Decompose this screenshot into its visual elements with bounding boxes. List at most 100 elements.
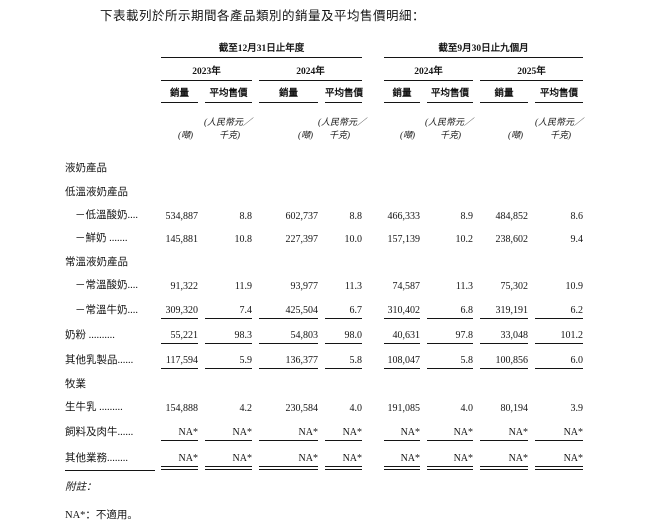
na-note: NA*：不適用。 (65, 510, 138, 521)
cell-value: 466,333 (387, 211, 421, 222)
year-2024: 2024年 (252, 58, 363, 81)
cell-value (318, 247, 362, 271)
column-gap (362, 40, 377, 58)
cell-value: 80,194 (500, 403, 529, 414)
cell-value: 534,887 (165, 211, 199, 222)
cell-value (377, 153, 420, 177)
column-gap (362, 247, 377, 271)
cell-value: NA* (420, 416, 474, 441)
cell-value: 310,402 (377, 294, 421, 319)
price-header: 平均售價 (420, 81, 474, 103)
volume-header: 銷量 (377, 81, 421, 103)
table-row: －低溫酸奶.... 534,887 8.8 602,737 8.8 466,333 8.9 4… (65, 201, 583, 224)
column-gap (362, 344, 377, 369)
cell-value: 10.8 (234, 234, 253, 245)
table-row: 其他業務........ NA* NA* NA* NA* NA* NA* NA* NA* (65, 441, 584, 470)
cell-value (473, 177, 528, 201)
cell-value (318, 153, 362, 177)
measure-header-row: 銷量 平均售價 銷量 平均售價 銷量 平均售價 銷量 平均售價 (65, 81, 584, 103)
cell-value: 8.6 (570, 211, 584, 222)
cell-value: 309,320 (154, 294, 198, 319)
cell-value: 10.9 (565, 281, 584, 292)
column-gap (362, 441, 377, 467)
volume-header: 銷量 (473, 81, 529, 103)
volume-header: 銷量 (252, 81, 318, 103)
cell-value: NA* (198, 416, 252, 441)
price-unit-line2: 千克) (550, 130, 572, 140)
cell-value: 101.2 (528, 319, 584, 344)
cell-value: 4.0 (460, 403, 474, 414)
cell-value (198, 369, 252, 393)
cell-value (377, 177, 420, 201)
empty-cell (65, 58, 154, 81)
price-header-label: 平均售價 (535, 85, 584, 103)
cell-value: NA* (420, 441, 474, 470)
cell-value (473, 247, 528, 271)
price-unit-line1: (人民幣元／ (535, 117, 584, 127)
table-row: 牧業 (65, 369, 583, 393)
cell-value (420, 153, 473, 177)
cell-value (252, 177, 318, 201)
table-row: 液奶產品 (65, 153, 583, 177)
table-row: 其他乳製品...... 117,594 5.9 136,377 5.8 108,047 5.… (65, 344, 584, 369)
cell-value (528, 177, 583, 201)
cell-value: NA* (318, 441, 363, 470)
cell-value: NA* (154, 416, 198, 441)
volume-header-label: 銷量 (384, 85, 421, 103)
cell-value (528, 153, 583, 177)
price-header: 平均售價 (528, 81, 584, 103)
cell-value (377, 369, 420, 393)
price-unit-line1: (人民幣元／ (318, 117, 366, 127)
column-gap (362, 369, 377, 393)
cell-value: 602,737 (285, 211, 319, 222)
cell-value: 136,377 (252, 344, 318, 369)
cell-value (420, 177, 473, 201)
row-label: 飼料及肉牛...... (65, 427, 134, 438)
year-2024-9m-label: 2024年 (384, 63, 474, 81)
unit-row: (噸) (人民幣元／ 千克) (噸) (人民幣元／ 千克) (噸) (人民幣元／ 千克… (65, 103, 583, 145)
cell-value (420, 247, 473, 271)
cell-value (252, 369, 318, 393)
cell-value: 425,504 (252, 294, 318, 319)
row-label: 奶粉 .......... (65, 330, 115, 341)
cell-value (154, 369, 198, 393)
cell-value (473, 369, 528, 393)
cell-value: 5.8 (318, 344, 363, 369)
cell-value (318, 177, 362, 201)
row-label: 其他業務........ (65, 453, 128, 464)
volume-unit: (噸) (178, 130, 193, 140)
column-gap (362, 177, 377, 201)
cell-value: 11.9 (234, 281, 252, 292)
row-label: 常溫液奶產品 (65, 257, 128, 268)
cell-value (198, 153, 252, 177)
cell-value (198, 247, 252, 271)
cell-value (420, 369, 473, 393)
year-2025-9m: 2025年 (473, 58, 584, 81)
cell-value (318, 369, 362, 393)
empty-cell (65, 103, 154, 145)
footnote-divider (65, 470, 155, 471)
column-gap (362, 201, 377, 224)
cell-value: NA* (252, 416, 318, 441)
table-row: 低溫液奶產品 (65, 177, 583, 201)
cell-value (377, 247, 420, 271)
cell-value: 11.3 (455, 281, 474, 292)
table-row: 奶粉 .......... 55,221 98.3 54,803 98.0 40,631 9… (65, 319, 584, 344)
price-unit-line1: (人民幣元／ (204, 117, 252, 127)
cell-value: 230,584 (285, 403, 319, 414)
cell-value (154, 153, 198, 177)
cell-value: 8.9 (460, 211, 474, 222)
cell-value: 319,191 (473, 294, 529, 319)
cell-value: 98.0 (318, 319, 363, 344)
cell-value: 191,085 (387, 403, 421, 414)
price-unit: (人民幣元／ 千克) (318, 103, 366, 145)
cell-value: 8.8 (239, 211, 253, 222)
cell-value: 55,221 (154, 319, 198, 344)
cell-value: 7.4 (198, 294, 252, 319)
row-label: －低溫酸奶.... (75, 210, 138, 221)
cell-value: 11.3 (344, 281, 363, 292)
cell-value: 3.9 (570, 403, 584, 414)
row-label: 其他乳製品...... (65, 355, 134, 366)
cell-value: 54,803 (252, 319, 318, 344)
cell-value: NA* (473, 441, 529, 470)
